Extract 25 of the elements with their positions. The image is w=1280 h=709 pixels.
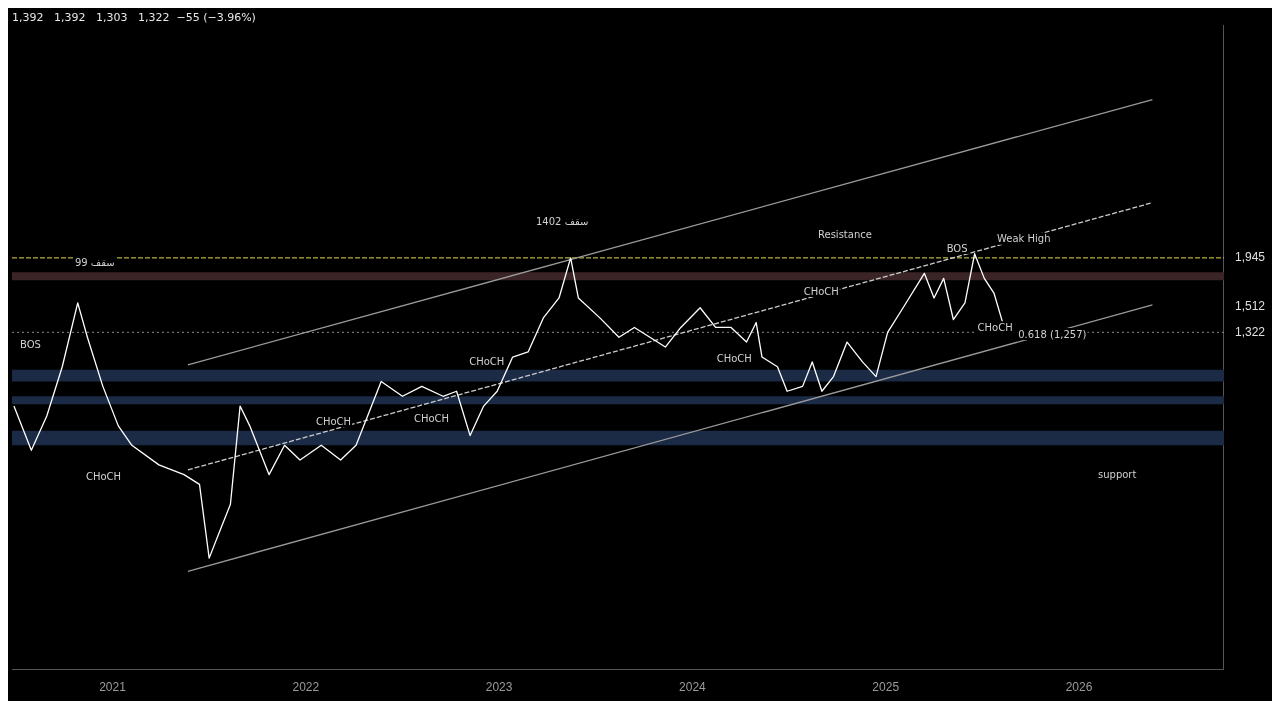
annotation: CHoCH — [803, 285, 839, 297]
annotation: Resistance — [818, 228, 872, 240]
annotation: BOS — [20, 338, 41, 350]
annotation: 1402 سقف — [536, 215, 589, 227]
annotation: CHoCH — [414, 412, 450, 424]
annotation: 99 سقف — [74, 257, 115, 269]
y-tick-label: 1,945 — [1234, 250, 1266, 265]
annotation: CHoCH — [716, 353, 752, 365]
y-tick-label: 1,512 — [1234, 298, 1266, 313]
chart-subtitle: 1,392 1,392 1,303 1,322 −55 (−3.96%) — [12, 11, 256, 25]
x-tick-label: 2021 — [99, 680, 127, 695]
annotation: CHoCH — [977, 321, 1013, 333]
x-tick-label: 2025 — [872, 680, 900, 695]
y-tick-label: 1,322 — [1234, 324, 1266, 339]
annotation: CHoCH — [86, 470, 122, 482]
x-tick-label: 2022 — [292, 680, 320, 695]
annotation: BOS — [946, 242, 968, 254]
annotation: Weak High — [996, 233, 1051, 245]
annotation: support — [1098, 468, 1137, 480]
x-tick-label: 2026 — [1065, 680, 1093, 695]
annotation: CHoCH — [469, 356, 505, 368]
x-tick-label: 2024 — [679, 680, 707, 695]
x-tick-label: 2023 — [485, 680, 513, 695]
annotation: CHoCH — [316, 415, 352, 427]
annotation: 0.618 (1,257) — [1018, 328, 1087, 340]
